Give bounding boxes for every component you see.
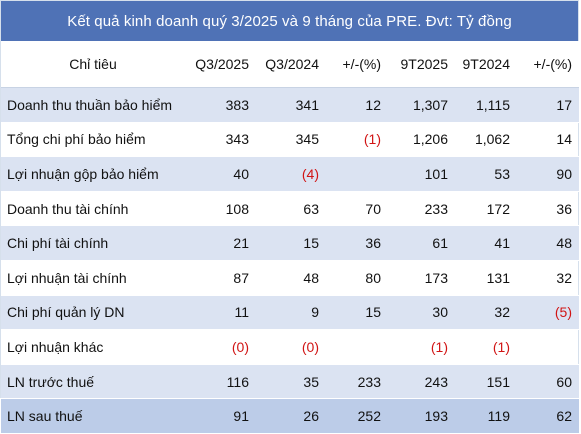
row-label: Chi phí quản lý DN: [1, 295, 185, 331]
cell-change-m: 32: [517, 260, 579, 296]
cell-q3-2025: 116: [185, 364, 256, 400]
table-row: LN trước thuế 116 35 233 243 151 60: [1, 364, 579, 400]
header-9t2025: 9T2025: [388, 41, 455, 88]
table-row: Chi phí quản lý DN 11 9 15 30 32 (5): [1, 295, 579, 331]
cell-change-q: 252: [326, 398, 388, 434]
cell-change-m: (5): [517, 295, 579, 331]
cell-change-m: 17: [517, 87, 579, 123]
cell-change-q: 15: [326, 295, 388, 331]
table-row: Lợi nhuận gộp bảo hiểm 40 (4) 101 53 90: [1, 156, 579, 192]
cell-9t2025: 1,206: [388, 122, 455, 158]
cell-q3-2024: (0): [256, 329, 326, 365]
cell-change-m: 62: [517, 398, 579, 434]
cell-9t2025: 233: [388, 191, 455, 227]
table-row: Tổng chi phí bảo hiểm 343 345 (1) 1,206 …: [1, 122, 579, 158]
header-label: Chỉ tiêu: [1, 41, 185, 88]
cell-9t2024: 1,062: [455, 122, 517, 158]
cell-9t2024: (1): [455, 329, 517, 365]
cell-change-q: (1): [326, 122, 388, 158]
cell-change-m: 90: [517, 156, 579, 192]
table-row: Chi phí tài chính 21 15 36 61 41 48: [1, 225, 579, 261]
row-label: Doanh thu thuần bảo hiểm: [1, 87, 185, 123]
cell-q3-2024: 9: [256, 295, 326, 331]
row-label: Chi phí tài chính: [1, 225, 185, 261]
table-title: Kết quả kinh doanh quý 3/2025 và 9 tháng…: [1, 1, 578, 41]
cell-q3-2024: 15: [256, 225, 326, 261]
row-label: Lợi nhuận khác: [1, 329, 185, 365]
cell-9t2025: 101: [388, 156, 455, 192]
cell-9t2024: 32: [455, 295, 517, 331]
cell-9t2024: 41: [455, 225, 517, 261]
row-label: Tổng chi phí bảo hiểm: [1, 122, 185, 158]
cell-q3-2025: (0): [185, 329, 256, 365]
cell-change-q: 233: [326, 364, 388, 400]
cell-q3-2024: 341: [256, 87, 326, 123]
table-row-total: LN sau thuế 91 26 252 193 119 62: [1, 398, 579, 434]
header-change-m: +/-(%): [517, 41, 579, 88]
header-q3-2024: Q3/2024: [256, 41, 326, 88]
cell-change-q: [326, 156, 388, 192]
cell-q3-2024: (4): [256, 156, 326, 192]
header-q3-2025: Q3/2025: [185, 41, 256, 88]
cell-change-q: 70: [326, 191, 388, 227]
cell-q3-2025: 11: [185, 295, 256, 331]
table-row: Lợi nhuận khác (0) (0) (1) (1): [1, 329, 579, 365]
cell-9t2024: 131: [455, 260, 517, 296]
row-label: LN sau thuế: [1, 398, 185, 434]
table-row: Lợi nhuận tài chính 87 48 80 173 131 32: [1, 260, 579, 296]
cell-q3-2025: 91: [185, 398, 256, 434]
cell-change-q: 80: [326, 260, 388, 296]
row-label: Doanh thu tài chính: [1, 191, 185, 227]
cell-change-m: [517, 329, 579, 365]
cell-9t2025: 61: [388, 225, 455, 261]
cell-q3-2025: 383: [185, 87, 256, 123]
cell-9t2024: 151: [455, 364, 517, 400]
header-change-q: +/-(%): [326, 41, 388, 88]
cell-change-m: 48: [517, 225, 579, 261]
cell-9t2025: 173: [388, 260, 455, 296]
header-row: Chỉ tiêu Q3/2025 Q3/2024 +/-(%) 9T2025 9…: [1, 41, 579, 88]
cell-change-m: 60: [517, 364, 579, 400]
cell-9t2025: 30: [388, 295, 455, 331]
cell-change-q: 12: [326, 87, 388, 123]
row-label: Lợi nhuận tài chính: [1, 260, 185, 296]
cell-q3-2024: 35: [256, 364, 326, 400]
cell-change-m: 36: [517, 191, 579, 227]
cell-change-q: 36: [326, 225, 388, 261]
cell-q3-2025: 108: [185, 191, 256, 227]
cell-9t2025: 1,307: [388, 87, 455, 123]
cell-q3-2024: 48: [256, 260, 326, 296]
cell-9t2025: 193: [388, 398, 455, 434]
cell-9t2024: 119: [455, 398, 517, 434]
cell-change-q: [326, 329, 388, 365]
cell-q3-2024: 26: [256, 398, 326, 434]
cell-q3-2024: 63: [256, 191, 326, 227]
row-label: LN trước thuế: [1, 364, 185, 400]
cell-change-m: 14: [517, 122, 579, 158]
cell-q3-2025: 40: [185, 156, 256, 192]
cell-q3-2025: 87: [185, 260, 256, 296]
cell-q3-2025: 21: [185, 225, 256, 261]
cell-9t2025: 243: [388, 364, 455, 400]
row-label: Lợi nhuận gộp bảo hiểm: [1, 156, 185, 192]
table-row: Doanh thu tài chính 108 63 70 233 172 36: [1, 191, 579, 227]
table-row: Doanh thu thuần bảo hiểm 383 341 12 1,30…: [1, 87, 579, 123]
cell-9t2025: (1): [388, 329, 455, 365]
cell-9t2024: 1,115: [455, 87, 517, 123]
header-9t2024: 9T2024: [455, 41, 517, 88]
cell-q3-2024: 345: [256, 122, 326, 158]
results-table: Chỉ tiêu Q3/2025 Q3/2024 +/-(%) 9T2025 9…: [1, 41, 579, 434]
cell-q3-2025: 343: [185, 122, 256, 158]
cell-9t2024: 172: [455, 191, 517, 227]
cell-9t2024: 53: [455, 156, 517, 192]
